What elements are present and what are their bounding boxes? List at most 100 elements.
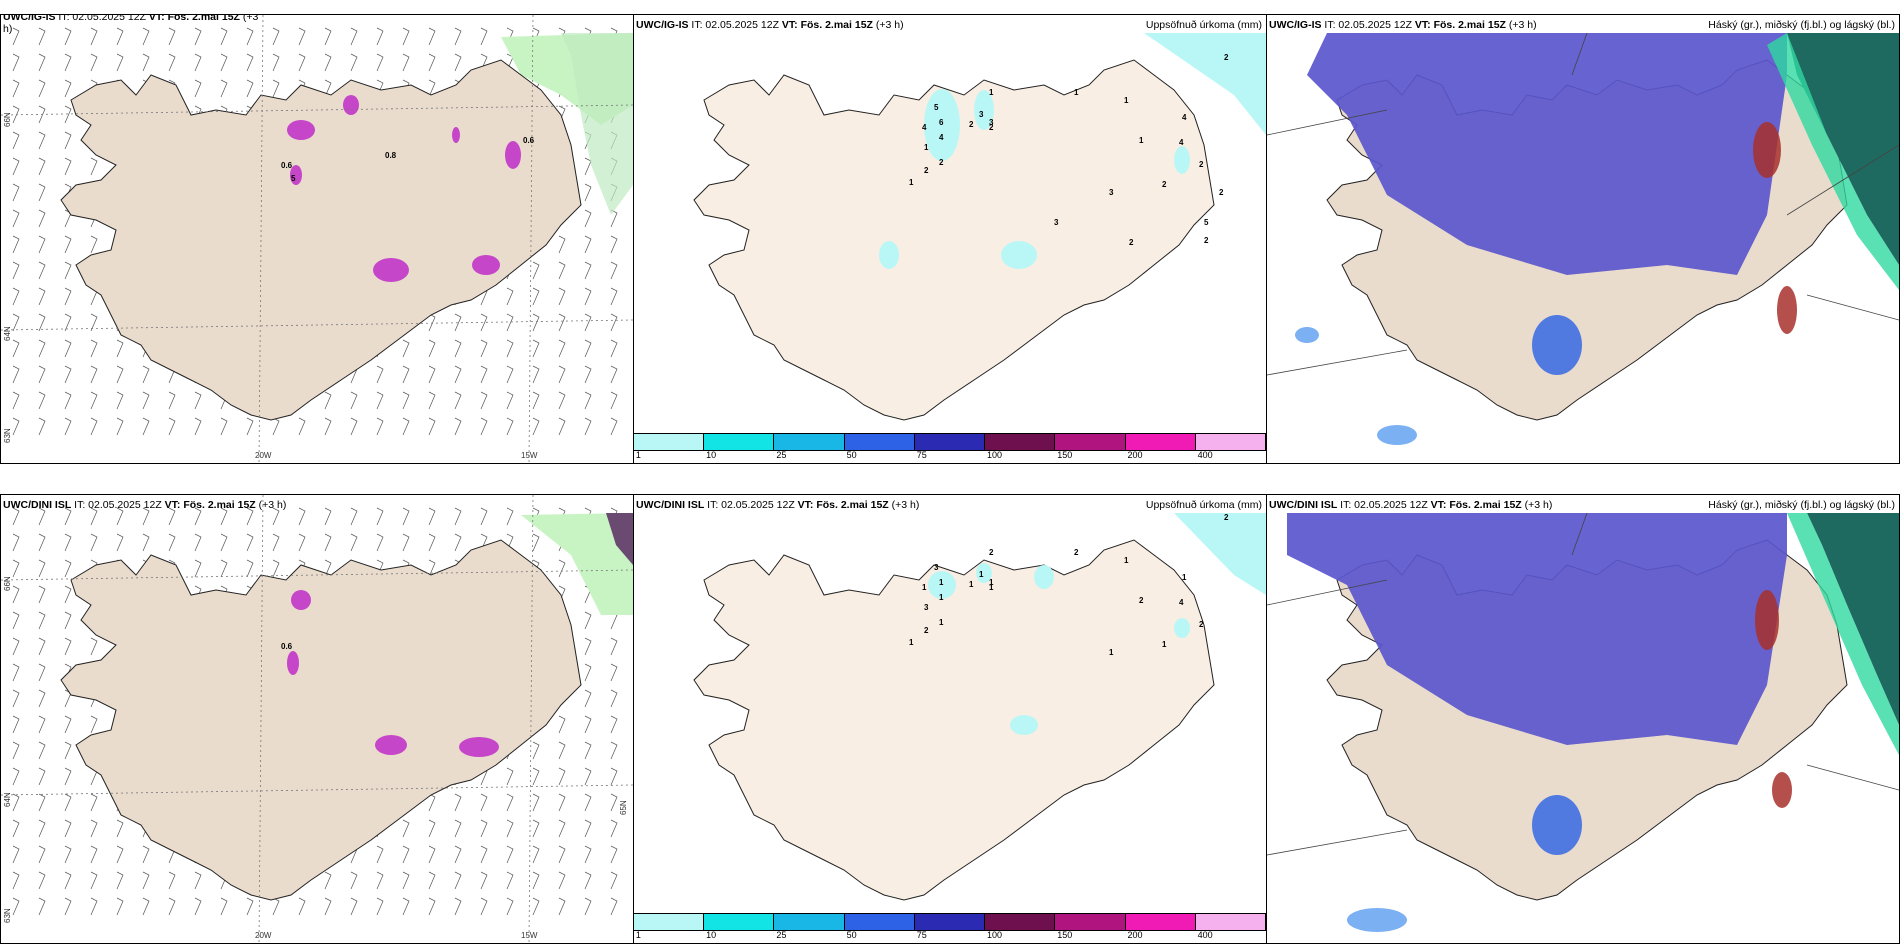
iceland-landmass	[693, 539, 1215, 901]
wind-barb	[194, 417, 202, 436]
legend-swatch	[844, 914, 915, 930]
wind-barb	[64, 715, 72, 734]
wind-barb	[584, 417, 592, 436]
wind-barb	[168, 871, 176, 890]
wind-barb	[402, 27, 410, 46]
wind-barb	[298, 417, 306, 436]
wind-barb	[428, 871, 436, 890]
wind-barb	[558, 715, 566, 734]
iceland-landmass	[693, 59, 1215, 421]
wind-barb	[584, 689, 592, 708]
precip-value: 2	[1074, 548, 1079, 557]
wind-barb	[558, 793, 566, 812]
wind-barb	[376, 507, 384, 526]
cloud-high-area	[1787, 33, 1899, 265]
wind-barb	[506, 339, 514, 358]
wind-barb	[610, 663, 618, 682]
wind-barb	[246, 79, 254, 98]
wind-barb	[558, 559, 566, 578]
wind-barb	[64, 559, 72, 578]
wind-barb	[38, 689, 46, 708]
legend-swatch	[985, 914, 1056, 930]
wind-barb	[12, 533, 20, 552]
wind-barb	[38, 79, 46, 98]
wind-barb	[116, 897, 124, 916]
wind-barb	[38, 365, 46, 384]
wind-barb	[38, 131, 46, 150]
wind-barb	[272, 897, 280, 916]
precip-value: 2	[989, 548, 994, 557]
wind-barb	[116, 417, 124, 436]
wind-barb	[194, 871, 202, 890]
wind-barb	[12, 611, 20, 630]
lat-label: 63N	[3, 908, 12, 923]
wind-barb	[38, 715, 46, 734]
wind-barb	[532, 845, 540, 864]
wind-barb	[168, 27, 176, 46]
wind-barb	[90, 871, 98, 890]
wind-barb	[38, 585, 46, 604]
wind-barb	[324, 533, 332, 552]
wind-barb	[272, 559, 280, 578]
wind-barb	[38, 209, 46, 228]
precip-value: 1	[1124, 556, 1129, 565]
wind-barb	[64, 507, 72, 526]
legend-tick: 75	[916, 930, 927, 940]
wind-barb	[402, 417, 410, 436]
wind-barb	[168, 53, 176, 72]
wind-barb	[116, 339, 124, 358]
wind-barb	[428, 417, 436, 436]
wind-barb	[298, 897, 306, 916]
wind-barb	[558, 339, 566, 358]
panel-title: UWC/IG-IS IT: 02.05.2025 12Z VT: Fös. 2.…	[1269, 19, 1537, 31]
wind-barb	[584, 261, 592, 280]
wind-barb	[532, 261, 540, 280]
wind-barb	[12, 287, 20, 306]
precip-area	[1174, 146, 1190, 174]
precip-area	[879, 241, 899, 269]
wind-barb	[12, 689, 20, 708]
wind-barb	[584, 715, 592, 734]
wind-barb	[12, 235, 20, 254]
panel-right-title: Uppsöfnuð úrkoma (mm)	[1145, 499, 1262, 511]
cloud-red-area	[1772, 772, 1792, 808]
wind-barb	[116, 507, 124, 526]
wind-barb	[90, 365, 98, 384]
wind-barb	[12, 417, 20, 436]
precip-value: 2	[1129, 238, 1134, 247]
wind-barb	[272, 53, 280, 72]
wind-barb	[38, 533, 46, 552]
wind-barb	[506, 417, 514, 436]
wind-barb	[558, 897, 566, 916]
wind-barb	[116, 819, 124, 838]
wind-barb	[64, 611, 72, 630]
precip-value: 1	[989, 578, 994, 587]
wind-barb	[428, 391, 436, 410]
wind-barb	[38, 611, 46, 630]
wind-barb	[584, 871, 592, 890]
precip-area	[974, 90, 994, 130]
wind-barb	[90, 157, 98, 176]
wind-barb	[610, 871, 618, 890]
wind-barb	[64, 533, 72, 552]
lat-label: 64N	[3, 326, 12, 341]
precip-area	[924, 89, 960, 161]
wind-barb	[454, 53, 462, 72]
magenta-precip-cell	[452, 127, 460, 143]
cloud-map-igis	[1267, 32, 1899, 445]
wind-barb	[90, 417, 98, 436]
legend-swatch	[774, 434, 845, 450]
precip-value: 1	[1074, 88, 1079, 97]
wind-barb	[168, 533, 176, 552]
wind-barb	[376, 871, 384, 890]
wind-barb	[116, 391, 124, 410]
legend-swatch	[914, 434, 986, 450]
precip-value: 3	[1054, 218, 1059, 227]
wind-barb	[454, 793, 462, 812]
wind-barb	[64, 27, 72, 46]
green-precip-area-2	[561, 33, 633, 215]
wind-barb	[454, 897, 462, 916]
precip-value: 1	[969, 580, 974, 589]
wind-barb	[558, 819, 566, 838]
legend-tick: 100	[987, 930, 1003, 940]
